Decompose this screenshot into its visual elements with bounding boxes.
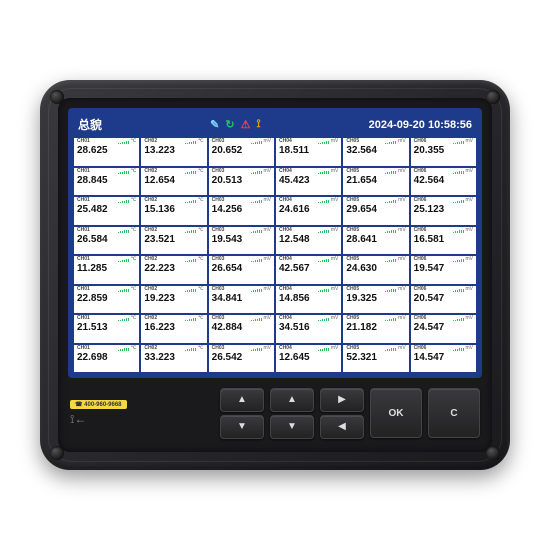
data-cell: CH03mV20.513 <box>209 168 274 196</box>
data-cell: CH03mV34.841 <box>209 286 274 314</box>
usb-port-icon: ⟟← <box>70 412 127 427</box>
datetime: 2024-09-20 10:58:56 <box>369 119 472 131</box>
data-cell: CH01℃22.859 <box>74 286 139 314</box>
status-icons: ✎ ↻ ⚠ ⟟ <box>210 118 260 131</box>
alarm-icon: ⚠ <box>241 118 251 131</box>
data-cell: CH02℃19.223 <box>141 286 206 314</box>
data-cell: CH01℃25.482 <box>74 197 139 225</box>
data-cell: CH06mV20.355 <box>411 138 476 166</box>
data-cell: CH01℃21.513 <box>74 315 139 343</box>
down2-button[interactable]: ▼ <box>270 415 314 439</box>
up-button[interactable]: ▲ <box>220 388 264 412</box>
page-title: 总貌 <box>78 116 102 133</box>
data-cell: CH05mV32.564 <box>343 138 408 166</box>
data-cell: CH03mV26.654 <box>209 256 274 284</box>
left-labels: ☎ 400-960-9668 ⟟← <box>70 400 127 427</box>
data-cell: CH05mV21.182 <box>343 315 408 343</box>
c-button[interactable]: C <box>428 388 480 438</box>
ok-button[interactable]: OK <box>370 388 422 438</box>
data-cell: CH05mV29.654 <box>343 197 408 225</box>
button-panel: ☎ 400-960-9668 ⟟← ▲ ▼ ▲ ▼ ▶ ◀ OK C <box>68 378 482 442</box>
data-cell: CH06mV20.547 <box>411 286 476 314</box>
data-cell: CH03mV19.543 <box>209 227 274 255</box>
screw-icon <box>486 90 500 104</box>
data-cell: CH03mV42.884 <box>209 315 274 343</box>
screw-icon <box>486 446 500 460</box>
data-cell: CH02℃15.136 <box>141 197 206 225</box>
data-cell: CH05mV19.325 <box>343 286 408 314</box>
screen-header: 总貌 ✎ ↻ ⚠ ⟟ 2024-09-20 10:58:56 <box>74 114 476 138</box>
data-cell: CH02℃22.223 <box>141 256 206 284</box>
data-cell: CH06mV25.123 <box>411 197 476 225</box>
data-cell: CH04mV45.423 <box>276 168 341 196</box>
data-cell: CH06mV24.547 <box>411 315 476 343</box>
data-cell: CH02℃13.223 <box>141 138 206 166</box>
edit-icon: ✎ <box>210 118 219 131</box>
usb-icon: ⟟ <box>256 118 260 131</box>
data-cell: CH04mV18.511 <box>276 138 341 166</box>
refresh-icon: ↻ <box>225 118 234 131</box>
screw-icon <box>50 90 64 104</box>
data-cell: CH04mV42.567 <box>276 256 341 284</box>
data-cell: CH04mV14.856 <box>276 286 341 314</box>
data-cell: CH03mV14.256 <box>209 197 274 225</box>
data-cell: CH01℃26.584 <box>74 227 139 255</box>
data-cell: CH01℃28.845 <box>74 168 139 196</box>
left-button[interactable]: ◀ <box>320 415 364 439</box>
data-cell: CH06mV42.564 <box>411 168 476 196</box>
lcd-screen: 总貌 ✎ ↻ ⚠ ⟟ 2024-09-20 10:58:56 CH01℃28.6… <box>68 108 482 378</box>
up2-button[interactable]: ▲ <box>270 388 314 412</box>
data-cell: CH04mV12.645 <box>276 345 341 373</box>
data-cell: CH03mV26.542 <box>209 345 274 373</box>
data-cell: CH01℃22.698 <box>74 345 139 373</box>
hotline-label: ☎ 400-960-9668 <box>70 400 127 409</box>
data-cell: CH06mV16.581 <box>411 227 476 255</box>
data-cell: CH02℃23.521 <box>141 227 206 255</box>
inner-frame: 总貌 ✎ ↻ ⚠ ⟟ 2024-09-20 10:58:56 CH01℃28.6… <box>58 98 492 452</box>
data-cell: CH06mV14.547 <box>411 345 476 373</box>
data-cell: CH06mV19.547 <box>411 256 476 284</box>
right-button[interactable]: ▶ <box>320 388 364 412</box>
data-cell: CH05mV21.654 <box>343 168 408 196</box>
data-cell: CH02℃33.223 <box>141 345 206 373</box>
data-cell: CH04mV24.616 <box>276 197 341 225</box>
data-cell: CH04mV12.548 <box>276 227 341 255</box>
screw-icon <box>50 446 64 460</box>
data-cell: CH04mV34.516 <box>276 315 341 343</box>
down-button[interactable]: ▼ <box>220 415 264 439</box>
data-cell: CH03mV20.652 <box>209 138 274 166</box>
data-cell: CH02℃12.654 <box>141 168 206 196</box>
data-cell: CH01℃11.285 <box>74 256 139 284</box>
data-cell: CH05mV24.630 <box>343 256 408 284</box>
device-bezel: 总貌 ✎ ↻ ⚠ ⟟ 2024-09-20 10:58:56 CH01℃28.6… <box>40 80 510 470</box>
data-cell: CH05mV52.321 <box>343 345 408 373</box>
data-grid: CH01℃28.625CH02℃13.223CH03mV20.652CH04mV… <box>74 138 476 372</box>
data-cell: CH01℃28.625 <box>74 138 139 166</box>
data-cell: CH02℃16.223 <box>141 315 206 343</box>
data-cell: CH05mV28.641 <box>343 227 408 255</box>
